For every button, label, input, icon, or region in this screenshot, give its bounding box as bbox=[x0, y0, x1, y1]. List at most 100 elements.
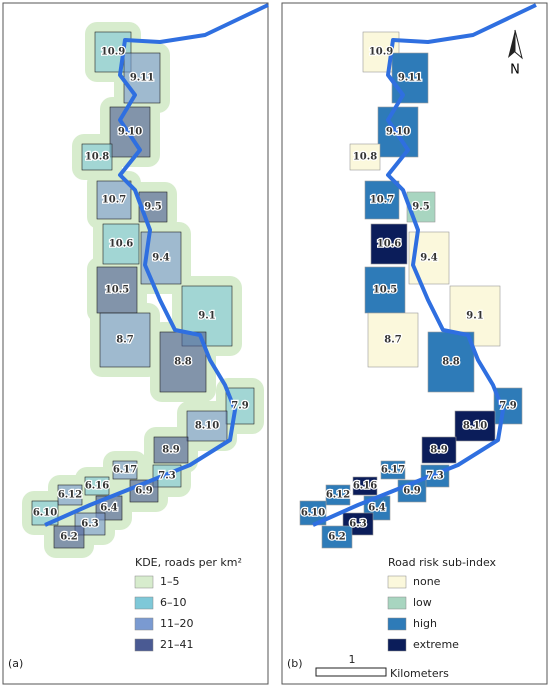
zone-label: 9.5 bbox=[412, 202, 429, 213]
zone-label: 10.9 bbox=[101, 47, 125, 58]
zone-label: 6.2 bbox=[328, 532, 345, 543]
zone-label: 6.3 bbox=[81, 519, 98, 530]
zone-area bbox=[112, 460, 138, 480]
zone-area bbox=[57, 484, 83, 506]
zone-area bbox=[102, 223, 140, 265]
legend-swatch bbox=[134, 596, 154, 610]
legend-swatch bbox=[134, 575, 154, 589]
legend-swatch bbox=[134, 617, 154, 631]
legend-swatch bbox=[387, 617, 407, 631]
panel-label: (a) bbox=[8, 657, 23, 670]
map-panel: 10.9 9.11 9.10 10.8 10.7 9.5 10.6 9.4 10.5 9.1 8.7… bbox=[287, 3, 537, 670]
panel-label: (b) bbox=[287, 657, 303, 670]
zone-label: 9.4 bbox=[420, 253, 437, 264]
zone-label: 6.16 bbox=[85, 481, 109, 492]
zone-label: 7.9 bbox=[231, 401, 248, 412]
zone-label: 8.9 bbox=[430, 445, 447, 456]
zone-label: 6.3 bbox=[349, 519, 366, 530]
zone-area bbox=[181, 285, 233, 347]
zone-area bbox=[153, 436, 189, 464]
zone-label: 10.7 bbox=[102, 195, 126, 206]
zone-label: 9.11 bbox=[398, 73, 422, 84]
river bbox=[44, 3, 269, 527]
zone-label: 9.1 bbox=[198, 311, 215, 322]
zone-area bbox=[53, 525, 85, 549]
legend-label: none bbox=[413, 575, 441, 588]
zone-label: 6.16 bbox=[353, 481, 377, 492]
legend-label: extreme bbox=[413, 638, 459, 651]
legend-label: 21–41 bbox=[160, 638, 194, 651]
zone-label: 6.4 bbox=[100, 503, 117, 514]
river bbox=[312, 3, 537, 527]
zone-area bbox=[364, 266, 406, 314]
zone-label: 10.6 bbox=[109, 239, 133, 250]
legend-label: low bbox=[413, 596, 432, 609]
zone-label: 7.3 bbox=[426, 471, 443, 482]
zone-label: 8.8 bbox=[174, 357, 191, 368]
zone-label: 10.7 bbox=[370, 195, 394, 206]
legend-swatch bbox=[387, 596, 407, 610]
zone-label: 6.17 bbox=[113, 465, 137, 476]
zone-area bbox=[321, 525, 353, 549]
zone-label: 8.10 bbox=[195, 421, 219, 432]
zone-area bbox=[349, 143, 381, 171]
zone-label: 6.2 bbox=[60, 532, 77, 543]
zone-label: 7.3 bbox=[158, 471, 175, 482]
legend-label: 11–20 bbox=[160, 617, 194, 630]
zone-area bbox=[159, 331, 207, 393]
zone-label: 6.12 bbox=[326, 490, 350, 501]
zone-area bbox=[367, 312, 419, 368]
zone-label: 6.12 bbox=[58, 490, 82, 501]
zone-area bbox=[364, 180, 400, 220]
zone-label: 8.7 bbox=[116, 335, 133, 346]
map-panel: 10.9 9.11 9.10 10.8 10.7 9.5 10.6 9.4 10.5 9.1 8.7… bbox=[8, 3, 269, 670]
legend-swatch bbox=[387, 575, 407, 589]
scale-distance: 1 bbox=[349, 653, 356, 666]
zone-label: 10.8 bbox=[85, 152, 109, 163]
north-arrow-shape bbox=[514, 29, 523, 60]
zone-label: 10.9 bbox=[369, 47, 393, 58]
legend-swatch bbox=[134, 638, 154, 652]
scale-unit: Kilometers bbox=[390, 667, 449, 680]
zone-area bbox=[352, 476, 378, 496]
zone-label: 6.10 bbox=[301, 508, 325, 519]
zone-label: 8.10 bbox=[463, 421, 487, 432]
legend-label: 1–5 bbox=[160, 575, 180, 588]
zone-area bbox=[421, 436, 457, 464]
zone-area bbox=[454, 410, 496, 442]
zone-area bbox=[96, 266, 138, 314]
zone-label: 6.10 bbox=[33, 508, 57, 519]
zone-label: 8.7 bbox=[384, 335, 401, 346]
zone-area bbox=[81, 143, 113, 171]
legend-swatch bbox=[387, 638, 407, 652]
zone-label: 9.11 bbox=[130, 73, 154, 84]
north-arrow-shape bbox=[508, 30, 515, 58]
zone-area bbox=[370, 223, 408, 265]
zone-area bbox=[325, 484, 351, 506]
zone-label: 9.5 bbox=[144, 202, 161, 213]
zone-area bbox=[84, 476, 110, 496]
zone-label: 10.8 bbox=[353, 152, 377, 163]
zone-label: 6.4 bbox=[368, 503, 385, 514]
zone-area bbox=[380, 460, 406, 480]
legend-title: KDE, roads per km² bbox=[135, 556, 242, 569]
zone-label: 6.9 bbox=[403, 486, 420, 497]
zone-label: 9.1 bbox=[466, 311, 483, 322]
zone-area bbox=[99, 312, 151, 368]
scale-bar bbox=[315, 667, 387, 677]
zone-label: 8.8 bbox=[442, 357, 459, 368]
zone-area bbox=[96, 180, 132, 220]
zone-label: 7.9 bbox=[499, 401, 516, 412]
zone-label: 10.5 bbox=[373, 285, 397, 296]
legend-title: Road risk sub-index bbox=[388, 556, 497, 569]
zone-label: 9.10 bbox=[118, 127, 142, 138]
legend-label: 6–10 bbox=[160, 596, 187, 609]
zone-label: 9.4 bbox=[152, 253, 169, 264]
zone-label: 6.17 bbox=[381, 465, 405, 476]
zone-label: 10.6 bbox=[377, 239, 401, 250]
zone-label: 9.10 bbox=[386, 127, 410, 138]
north-arrow: N bbox=[508, 29, 523, 78]
zone-label: 10.5 bbox=[105, 285, 129, 296]
zone-label: 8.9 bbox=[162, 445, 179, 456]
